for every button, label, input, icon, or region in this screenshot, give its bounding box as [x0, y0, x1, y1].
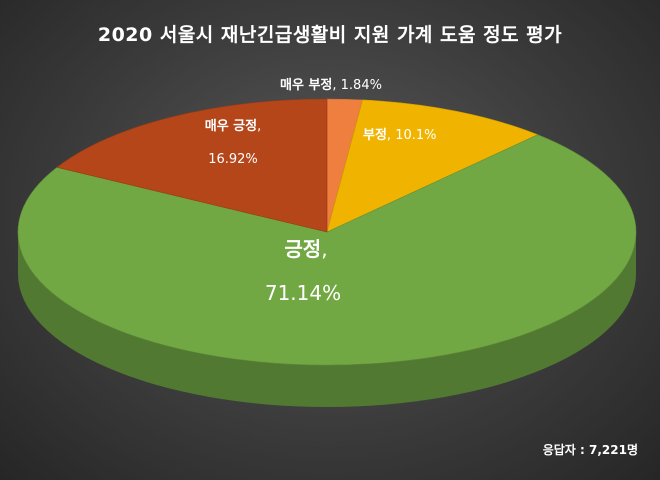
- chart-title: 2020 서울시 재난긴급생활비 지원 가계 도움 정도 평가: [97, 24, 563, 46]
- slice-value-very-positive: 16.92%: [208, 152, 258, 167]
- pie-slice-very-positive[interactable]: [56, 98, 328, 233]
- svg-text:긍정,: 긍정,: [284, 237, 327, 261]
- pie-slice-negative[interactable]: [326, 99, 539, 233]
- slice-label-negative: 부정: [363, 127, 387, 143]
- svg-text:매우 부정, 1.84%: 매우 부정, 1.84%: [280, 77, 382, 93]
- slice-label-positive: 긍정: [284, 237, 321, 261]
- svg-text:부정, 10.1%: 부정, 10.1%: [363, 127, 437, 143]
- slice-label-very-positive: 매우 긍정: [205, 118, 257, 134]
- slice-value-very-negative: 1.84%: [341, 78, 382, 93]
- slice-value-negative: 10.1%: [395, 128, 436, 143]
- slice-label-very-negative: 매우 부정: [280, 77, 332, 93]
- slice-value-positive: 71.14%: [265, 281, 341, 305]
- pie-side-positive: [18, 232, 636, 407]
- respondent-count: 응답자 : 7,221명: [542, 443, 638, 457]
- svg-text:매우 긍정,: 매우 긍정,: [205, 118, 262, 134]
- pie-slice-positive[interactable]: [17, 134, 637, 366]
